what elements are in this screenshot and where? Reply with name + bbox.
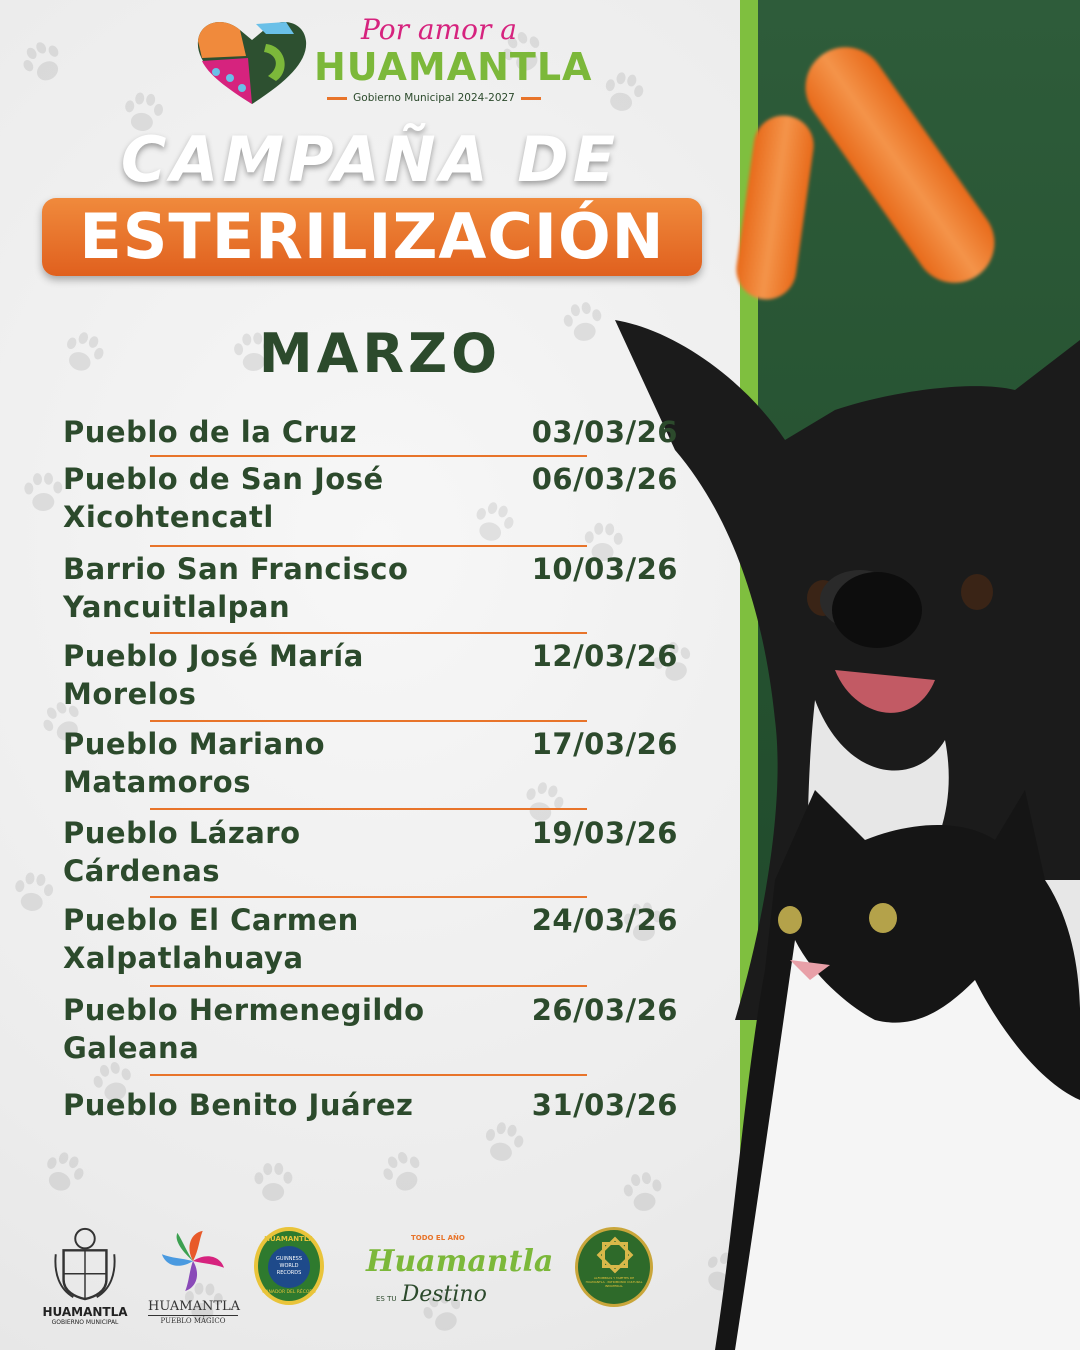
location-name: Pueblo Benito Juárez	[63, 1086, 493, 1124]
row-divider	[150, 985, 587, 987]
paw-print-icon	[373, 1143, 434, 1204]
cat-chest	[735, 940, 1080, 1350]
paw-print-icon	[12, 32, 75, 95]
paw-print-icon	[616, 1166, 669, 1219]
campaign-date: 26/03/26	[531, 993, 678, 1027]
location-name-line: Yancuitlalpan	[63, 590, 291, 624]
coat-of-arms-icon	[54, 1227, 116, 1301]
logo-brand-text: HUAMANTLA	[314, 45, 593, 89]
coat-of-arms-subtitle: GOBIERNO MUNICIPAL	[51, 1319, 119, 1326]
paw-print-icon	[117, 87, 168, 138]
location-name-line: Xalpatlahuaya	[63, 941, 304, 975]
paw-print-icon	[579, 519, 627, 567]
paw-print-icon	[32, 692, 95, 755]
dog-nose	[832, 572, 922, 648]
paw-print-icon	[556, 296, 610, 350]
location-name-line: Pueblo Hermenegildo	[63, 993, 425, 1027]
heart-logo-icon	[197, 22, 307, 104]
guinness-bottom-text: GANADOR DEL RÉCORD	[261, 1290, 317, 1295]
patrimonio-text: ALFOMBRAS Y TAPETES DE HUAMANTLA · PATRI…	[585, 1276, 643, 1288]
pueblo-magico-swirl-icon	[161, 1230, 225, 1292]
location-name-line: Pueblo Lázaro	[63, 816, 301, 850]
paw-print-icon	[19, 469, 67, 517]
location-name-line: Pueblo de la Cruz	[63, 415, 358, 449]
location-name-line: Pueblo José María	[63, 639, 364, 673]
title-line-2: ESTERILIZACIÓN	[79, 200, 665, 273]
paw-print-icon	[250, 1160, 297, 1207]
location-name-line: Pueblo El Carmen	[63, 903, 359, 937]
location-name-line: Matamoros	[63, 765, 251, 799]
destino-top-text: TODO EL AÑO	[411, 1234, 465, 1242]
paw-print-icon	[618, 898, 669, 949]
location-name-line: Galeana	[63, 1031, 200, 1065]
month-heading: MARZO	[258, 322, 502, 385]
paw-print-icon	[596, 66, 651, 121]
location-name-line: Pueblo de San José	[63, 462, 384, 496]
location-name: Pueblo Hermenegildo Galeana	[63, 991, 493, 1067]
campaign-date: 12/03/26	[531, 639, 678, 673]
logo-script-text: Por amor a	[361, 13, 517, 46]
location-name: Pueblo Mariano Matamoros	[63, 725, 493, 801]
paw-print-icon	[7, 867, 59, 919]
location-name-line: Barrio San Francisco	[63, 552, 409, 586]
dog-and-cat-photo	[615, 320, 1080, 1350]
logo-subtitle: Gobierno Municipal 2024-2027	[314, 91, 554, 105]
coat-of-arms-title: HUAMANTLA	[42, 1305, 128, 1319]
paw-print-icon	[85, 1055, 141, 1111]
paw-print-icon	[414, 1284, 472, 1342]
huamantla-destino-logo: TODO EL AÑO Huamantla ES TU Destino	[366, 1233, 561, 1313]
row-divider	[150, 632, 587, 634]
paw-print-icon	[178, 1278, 227, 1327]
paw-print-icon	[33, 1143, 93, 1203]
location-name-line: Cárdenas	[63, 854, 221, 888]
campaign-date: 19/03/26	[531, 816, 678, 850]
paw-print-icon	[514, 774, 571, 831]
campaign-date: 06/03/26	[531, 462, 678, 496]
location-name: Barrio San Francisco Yancuitlalpan	[63, 550, 493, 626]
paw-print-icon	[475, 1115, 530, 1170]
location-name: Pueblo de San José Xicohtencatl	[63, 460, 493, 536]
campaign-date: 17/03/26	[531, 727, 678, 761]
patrimonio-cultural-badge: ALFOMBRAS Y TAPETES DE HUAMANTLA · PATRI…	[575, 1227, 653, 1307]
location-name-line: Pueblo Mariano	[63, 727, 326, 761]
paw-print-icon	[53, 323, 112, 382]
paw-print-icon	[644, 634, 703, 693]
row-divider	[150, 808, 587, 810]
campaign-date: 03/03/26	[531, 415, 678, 449]
coat-of-arms-logo: HUAMANTLA GOBIERNO MUNICIPAL	[40, 1225, 130, 1327]
paw-print-icon	[228, 328, 278, 378]
guinness-record-badge: HUAMANTLA GUINNESS WORLD RECORDS GANADOR…	[254, 1227, 324, 1305]
location-name-line: Morelos	[63, 677, 197, 711]
paw-print-icon	[464, 494, 522, 552]
title-banner: ESTERILIZACIÓN	[42, 198, 702, 276]
guinness-middle-text: GUINNESS WORLD RECORDS	[268, 1246, 310, 1288]
destino-text: Destino	[401, 1282, 487, 1307]
paw-print-icon	[492, 22, 553, 83]
pueblo-magico-title: HUAMANTLA	[148, 1299, 241, 1316]
row-divider	[150, 720, 587, 722]
pueblo-magico-logo: HUAMANTLA PUEBLO MÁGICO	[148, 1227, 241, 1326]
row-divider	[150, 545, 587, 547]
title-line-1: CAMPAÑA DE	[120, 123, 620, 196]
destino-script-text: Huamantla	[366, 1244, 554, 1279]
campaign-date: 24/03/26	[531, 903, 678, 937]
location-name: Pueblo El Carmen Xalpatlahuaya	[63, 901, 493, 977]
campaign-date: 10/03/26	[531, 552, 678, 586]
pueblo-magico-subtitle: PUEBLO MÁGICO	[160, 1317, 226, 1325]
campaign-date: 31/03/26	[531, 1088, 678, 1122]
location-name: Pueblo de la Cruz	[63, 413, 493, 451]
location-name: Pueblo José María Morelos	[63, 637, 493, 713]
location-name-line: Xicohtencatl	[63, 500, 274, 534]
row-divider	[150, 896, 587, 898]
location-name: Pueblo Lázaro Cárdenas	[63, 814, 493, 890]
row-divider	[150, 455, 587, 457]
por-amor-a-huamantla-logo: Por amor a HUAMANTLA Gobierno Municipal …	[196, 13, 591, 110]
guinness-top-text: HUAMANTLA	[264, 1235, 314, 1243]
destino-es-tu-text: ES TU	[376, 1295, 397, 1303]
location-name-line: Pueblo Benito Juárez	[63, 1088, 414, 1122]
dog-mouth	[835, 670, 935, 713]
row-divider	[150, 1074, 587, 1076]
